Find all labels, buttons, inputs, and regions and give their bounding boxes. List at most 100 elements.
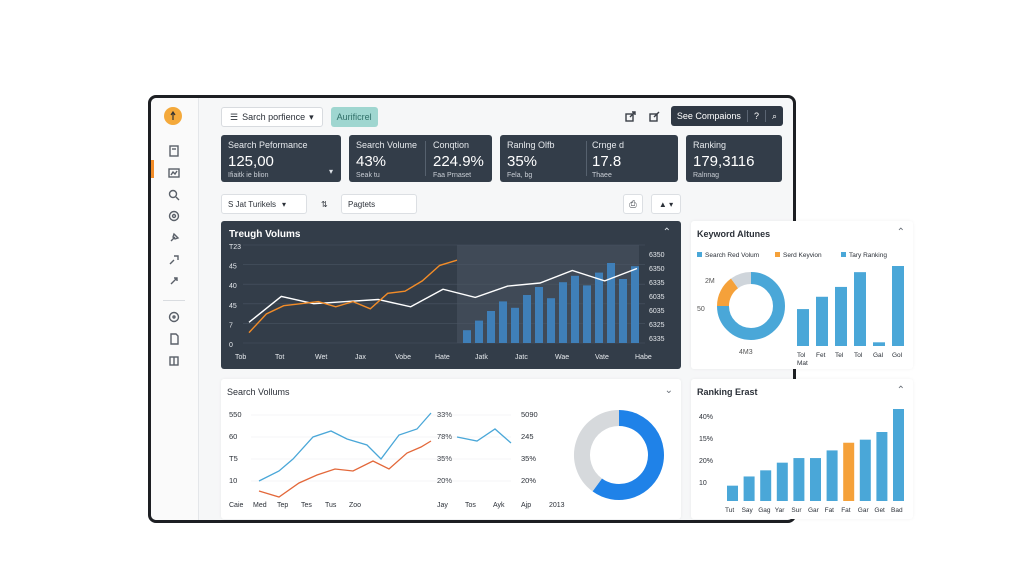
- trend-bar: [475, 320, 483, 343]
- y-tick-label: 60: [229, 432, 237, 441]
- x-tick-label: Gal: [873, 352, 884, 359]
- bar: [776, 462, 788, 501]
- segment-dropdown[interactable]: S Jat Turikels ▾: [221, 194, 307, 214]
- compare-button[interactable]: See Compaions ? ⌕: [670, 106, 783, 126]
- kpi-sub: Thaee: [592, 172, 612, 179]
- dashboard-icon[interactable]: [167, 144, 181, 158]
- kpi-label: Search Volume: [356, 140, 418, 150]
- trend-bar: [487, 311, 495, 343]
- chevron-down-icon[interactable]: ▾: [328, 167, 333, 176]
- bookmark-icon[interactable]: [167, 354, 181, 368]
- kpi-card-search-performance[interactable]: Search Peformance 125,00 Ifiaitk ie blio…: [221, 135, 341, 182]
- search-icon[interactable]: [167, 188, 181, 202]
- bar: [873, 342, 885, 346]
- series-line-blue: [258, 412, 432, 482]
- x-tick-label: Vobe: [395, 354, 411, 361]
- kpi-label: Crnge d: [592, 140, 625, 150]
- kpi-card-ranking-total[interactable]: Ranking 179,3116 Ralnnag: [686, 135, 782, 182]
- ranking-bar-chart: 40% 15% 20% 10 Tut Say Gag Yar Sur Gar Fat Fat Gar Ge…: [699, 409, 904, 514]
- document-icon[interactable]: [167, 332, 181, 346]
- donut-slice: [717, 278, 739, 307]
- bar: [835, 286, 847, 346]
- bar: [816, 296, 828, 346]
- chevron-up-icon[interactable]: ⌃: [662, 227, 671, 238]
- donut-slice: [592, 410, 664, 500]
- filter-pill[interactable]: Aurificrel: [330, 107, 378, 127]
- kpi-row: Search Peformance 125,00 Ifiaitk ie blio…: [221, 135, 782, 182]
- x-tick-label: Tep: [277, 502, 288, 509]
- x-tick-label: Gol: [892, 352, 903, 359]
- bar: [854, 272, 866, 346]
- app-logo-icon[interactable]: [164, 107, 182, 125]
- series-line-blue-2: [456, 428, 512, 444]
- settings-icon[interactable]: [167, 209, 181, 223]
- y-right-tick-label: 6325: [649, 322, 665, 329]
- keyword-panel: Keyword Altunes ⌃ Search Red Volum Serd K…: [691, 221, 913, 369]
- kpi-label: Ranking: [693, 140, 727, 150]
- top-toolbar: ☰ Sarch porfience ▾ Aurificrel: [221, 106, 378, 128]
- x-tick-label: Tol: [854, 352, 863, 359]
- y-tick-label: 0: [229, 342, 233, 349]
- x-tick-label: Wet: [315, 354, 327, 361]
- panel-title: Keyword Altunes: [697, 229, 771, 239]
- sort-icon[interactable]: ⇅: [321, 199, 328, 209]
- export-icon[interactable]: [623, 108, 639, 124]
- rocket-icon[interactable]: [167, 274, 181, 288]
- kpi-sub: Faa Prnaset: [433, 172, 472, 179]
- x-tick-label: Gar: [808, 507, 820, 514]
- kpi-card-search-volume[interactable]: Search Volume 43% Seak tu Conqtion 224.9…: [349, 135, 492, 182]
- help-button[interactable]: ?: [753, 111, 759, 121]
- x-tick-label: Jax: [355, 354, 366, 361]
- y-right-tick-label: 6335: [649, 336, 665, 343]
- sidebar: [151, 98, 199, 520]
- y-mid-tick-label: 78%: [437, 432, 452, 441]
- kpi-value: 35%: [507, 153, 538, 170]
- view-dropdown-label: Sarch porfience: [242, 112, 306, 122]
- x-tick-label: Vate: [595, 354, 609, 361]
- y-tick-label: 7: [229, 322, 233, 329]
- x-tick-label: Fet: [816, 352, 826, 359]
- trend-volumes-panel: Treugh Volums ⌃ T23 45 40 45 7 0 6350 6350 6335 6…: [221, 221, 681, 369]
- kpi-sub: Fela, bg: [507, 172, 533, 179]
- external-link-icon[interactable]: [647, 108, 663, 124]
- chevron-down-icon[interactable]: ⌄: [664, 385, 673, 396]
- kpi-card-ranking[interactable]: Ranlng Olfb 35% Fela, bg Crnge d 17.8 Th…: [500, 135, 678, 182]
- y-right-tick-label: 6350: [649, 266, 665, 273]
- view-dropdown[interactable]: ☰ Sarch porfience ▾: [221, 107, 323, 127]
- chevron-down-icon: ▾: [282, 199, 287, 209]
- bar: [727, 485, 738, 501]
- search-icon[interactable]: ⌕: [771, 110, 777, 121]
- volumes-chart: 550 60 T5 10 Caie Med Tep Tes Tus Zoo 33% 78% 35% 20%…: [229, 410, 664, 509]
- kpi-value: 43%: [356, 153, 387, 170]
- x-tick-label: Tol: [797, 352, 806, 359]
- chart-icon[interactable]: [167, 166, 181, 180]
- x-mid-tick-label: Ayk: [493, 502, 505, 509]
- help-circle-icon[interactable]: [167, 310, 181, 324]
- y-right-tick-label: 6035: [649, 308, 665, 315]
- trend-bar: [607, 263, 615, 343]
- pin-icon[interactable]: [167, 231, 181, 245]
- calendar-icon[interactable]: ⎙: [623, 194, 643, 214]
- donut-label: 50: [697, 306, 705, 313]
- alert-dropdown[interactable]: ▲ ▾: [651, 194, 681, 214]
- bar: [876, 432, 888, 501]
- trend-bar: [559, 282, 567, 343]
- y-tick-label: 10: [699, 480, 707, 487]
- donut-slice: [574, 410, 620, 492]
- x-tick-label: Tot: [275, 354, 284, 361]
- y-tick-label: 40%: [699, 414, 713, 421]
- kpi-value: 17.8: [592, 153, 622, 170]
- chevron-up-icon[interactable]: ⌃: [896, 227, 905, 238]
- x-tick-sub: Mat: [797, 360, 808, 367]
- x-tick-label: Hate: [435, 354, 450, 361]
- x-tick-label: Zoo: [349, 502, 361, 509]
- share-icon[interactable]: [167, 253, 181, 267]
- donut-slice: [731, 272, 752, 289]
- pages-button[interactable]: Pagtets: [341, 194, 417, 214]
- kpi-sub: Ifiaitk ie blion: [228, 172, 269, 179]
- chevron-up-icon[interactable]: ⌃: [896, 385, 905, 396]
- x-mid-tick-label: Tos: [465, 502, 476, 509]
- x-tick-label: Jatk: [475, 354, 488, 361]
- y-mid2-tick-label: 35%: [521, 454, 536, 463]
- kpi-label: Search Peformance: [228, 140, 308, 150]
